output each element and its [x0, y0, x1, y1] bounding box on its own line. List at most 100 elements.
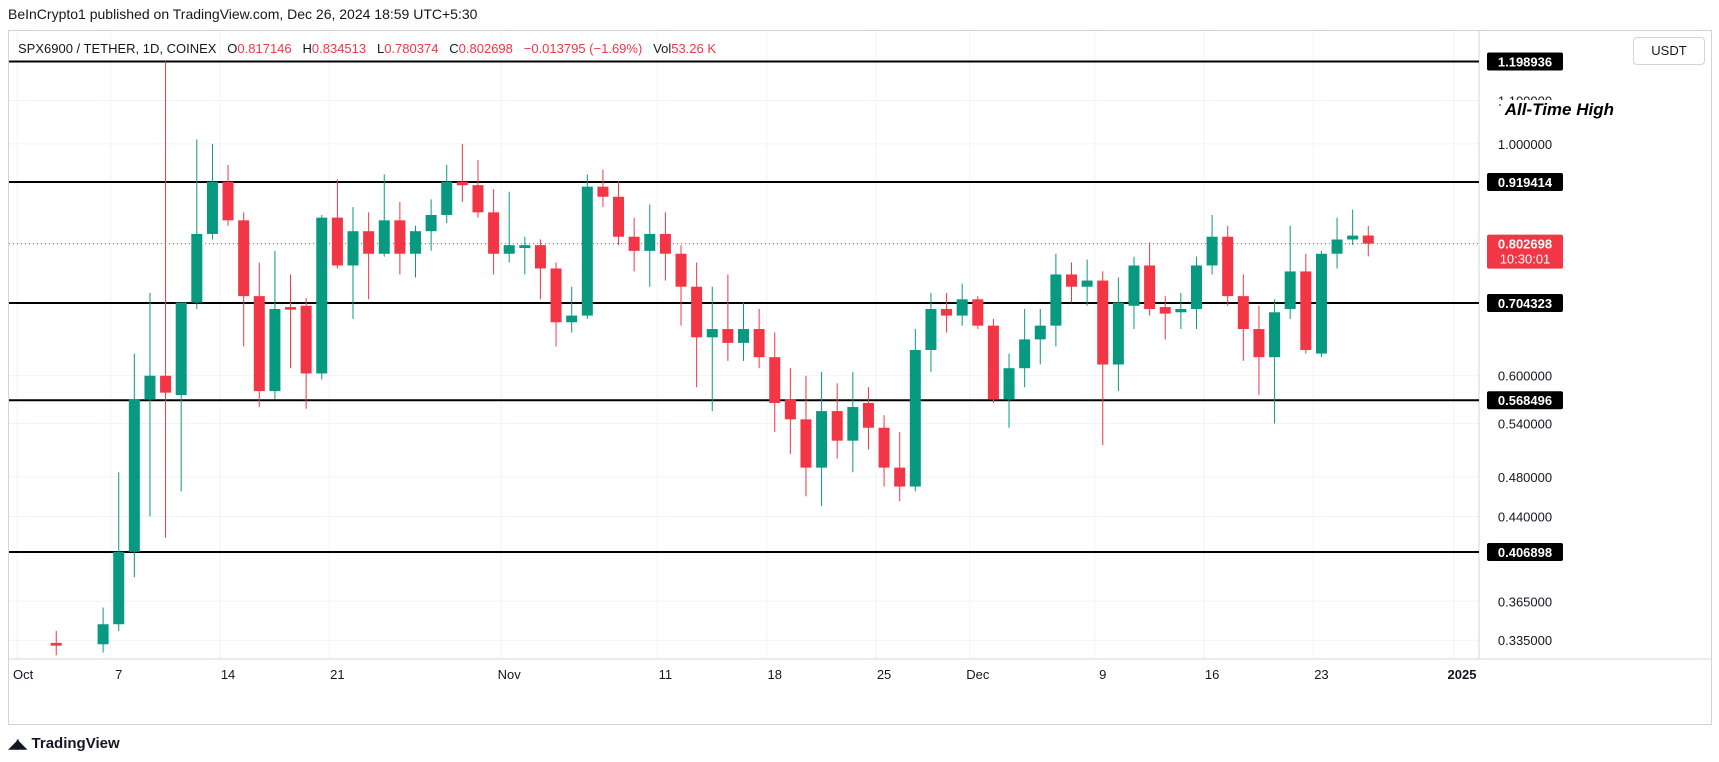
candle-body [706, 329, 718, 338]
time-tick-label: 11 [659, 667, 673, 682]
candle-body [1128, 265, 1140, 306]
footer-brand: ◢◣ TradingView [8, 735, 120, 752]
candle [956, 283, 968, 326]
time-tick-label: Nov [498, 667, 522, 682]
time-tick-label: 7 [115, 667, 122, 682]
publisher-caption: BeInCrypto1 published on TradingView.com… [8, 6, 478, 22]
candle [409, 225, 421, 278]
candle [97, 607, 109, 653]
candle-body [956, 299, 968, 316]
candle-body [534, 245, 546, 269]
candle-body [1159, 307, 1171, 314]
candle [816, 371, 828, 507]
candle [769, 332, 781, 433]
candle [659, 212, 671, 281]
legend-low-value: 0.780374 [384, 41, 439, 56]
candle [1284, 225, 1296, 319]
candle [847, 371, 859, 473]
legend-open-label: O [227, 41, 238, 56]
legend-change-value: −0.013795 (−1.69%) [523, 41, 643, 56]
candle-body [456, 181, 468, 186]
candle [363, 212, 375, 300]
currency-button[interactable]: USDT [1633, 37, 1705, 65]
candle-body [50, 642, 62, 646]
candle-body [222, 181, 234, 221]
candle-body [816, 411, 828, 468]
legend-symbol: SPX6900 / TETHER, 1D, COINEX [18, 41, 217, 56]
candle-body [285, 307, 297, 310]
candle [1066, 262, 1078, 303]
candle [425, 199, 437, 251]
candle [222, 164, 234, 226]
candle [441, 164, 453, 224]
level-price-label: 0.704323 [1498, 296, 1552, 311]
candle-body [1066, 274, 1078, 287]
candle [534, 239, 546, 300]
candle-body [722, 329, 734, 343]
price-tick-label: 0.365000 [1498, 594, 1552, 609]
candle [472, 160, 484, 218]
time-tick-label: 25 [877, 667, 891, 682]
candle [378, 174, 390, 257]
candle-body [566, 315, 578, 323]
candle-body [1331, 239, 1343, 254]
candle-body [987, 325, 999, 399]
level-price-tag [1487, 391, 1563, 410]
candle [972, 296, 984, 330]
time-tick-label: 18 [768, 667, 782, 682]
candles [50, 61, 1374, 656]
candle-body [894, 467, 906, 487]
candle-body [1347, 235, 1359, 240]
candle [1347, 209, 1359, 246]
candle [160, 61, 172, 538]
candle [503, 191, 515, 263]
level-price-tag [1487, 542, 1563, 561]
time-tick-label: 21 [330, 667, 344, 682]
legend-close-label: C [449, 41, 459, 56]
candle [394, 201, 406, 275]
last-price-label: 0.802698 [1498, 237, 1552, 252]
candle-body [925, 309, 937, 350]
candle-body [847, 407, 859, 441]
legend-volume-label: Vol [653, 41, 672, 56]
candle [191, 139, 203, 310]
candle [456, 143, 468, 202]
candle [1222, 225, 1234, 306]
candle [566, 286, 578, 333]
candle-body [206, 181, 218, 234]
candle [1331, 217, 1343, 269]
candle-body [331, 217, 343, 266]
candle-body [1175, 309, 1187, 313]
last-price-tag [1487, 234, 1563, 269]
candle [1362, 225, 1374, 257]
candle-body [97, 624, 109, 645]
candle-body [503, 245, 515, 254]
candle-body [1315, 253, 1327, 354]
candle-body [972, 299, 984, 326]
candle [909, 329, 921, 492]
level-price-label: 1.198936 [1498, 55, 1552, 70]
legend-volume-value: 53.26 K [671, 41, 717, 56]
candle-body [519, 245, 531, 249]
candle [800, 375, 812, 497]
candle-body [472, 185, 484, 213]
tradingview-logo-icon: ◢◣ [8, 735, 27, 751]
level-price-label: 0.406898 [1498, 545, 1552, 560]
candle [613, 181, 625, 246]
candle-body [1003, 368, 1015, 399]
candle-body [628, 236, 640, 251]
candle-body [800, 419, 812, 468]
candle [862, 387, 874, 450]
candle [644, 204, 656, 287]
candle [550, 262, 562, 347]
candle [597, 169, 609, 208]
candle [1237, 274, 1249, 361]
price-tick-label: 0.600000 [1498, 369, 1552, 384]
candle [941, 292, 953, 333]
candle-body [1253, 329, 1265, 358]
price-tick-label: 0.335000 [1498, 633, 1552, 648]
ohlc-legend: SPX6900 / TETHER, 1D, COINEX O0.817146 H… [18, 41, 716, 56]
candlestick-chart[interactable]: 1.198936 0.919414 0.704323 0.568496 0.406898… [9, 31, 1711, 724]
candle-body [691, 286, 703, 338]
candle [347, 207, 359, 319]
